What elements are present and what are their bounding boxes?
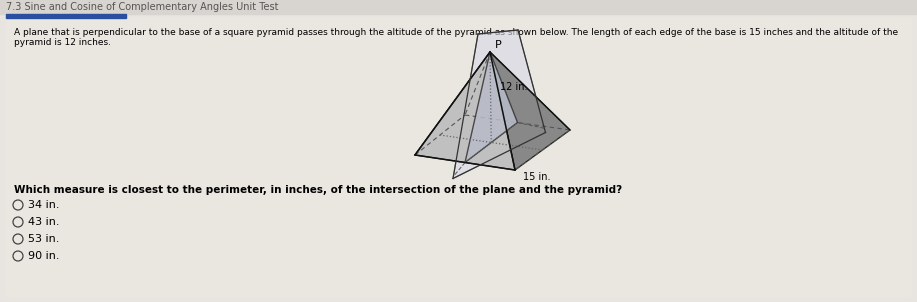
Circle shape [13, 234, 23, 244]
Circle shape [13, 200, 23, 210]
Text: 43 in.: 43 in. [28, 217, 60, 227]
Bar [0, 0, 917, 14]
Text: Which measure is closest to the perimeter, in inches, of the intersection of the: Which measure is closest to the perimete… [14, 185, 622, 195]
Polygon shape [415, 52, 515, 170]
Bar [6, 14, 126, 18]
Text: 34 in.: 34 in. [28, 200, 60, 210]
Text: A plane that is perpendicular to the base of a square pyramid passes through the: A plane that is perpendicular to the bas… [14, 28, 898, 47]
Polygon shape [415, 52, 490, 155]
Polygon shape [465, 52, 517, 162]
Polygon shape [453, 30, 546, 178]
Circle shape [13, 251, 23, 261]
Text: 90 in.: 90 in. [28, 251, 60, 261]
Text: 7.3 Sine and Cosine of Complementary Angles Unit Test: 7.3 Sine and Cosine of Complementary Ang… [6, 2, 279, 12]
Circle shape [13, 217, 23, 227]
Text: 12 in.: 12 in. [500, 82, 527, 92]
Text: 53 in.: 53 in. [28, 234, 60, 244]
Text: 15 in.: 15 in. [523, 172, 550, 182]
Polygon shape [490, 52, 570, 170]
Text: P: P [495, 40, 502, 50]
